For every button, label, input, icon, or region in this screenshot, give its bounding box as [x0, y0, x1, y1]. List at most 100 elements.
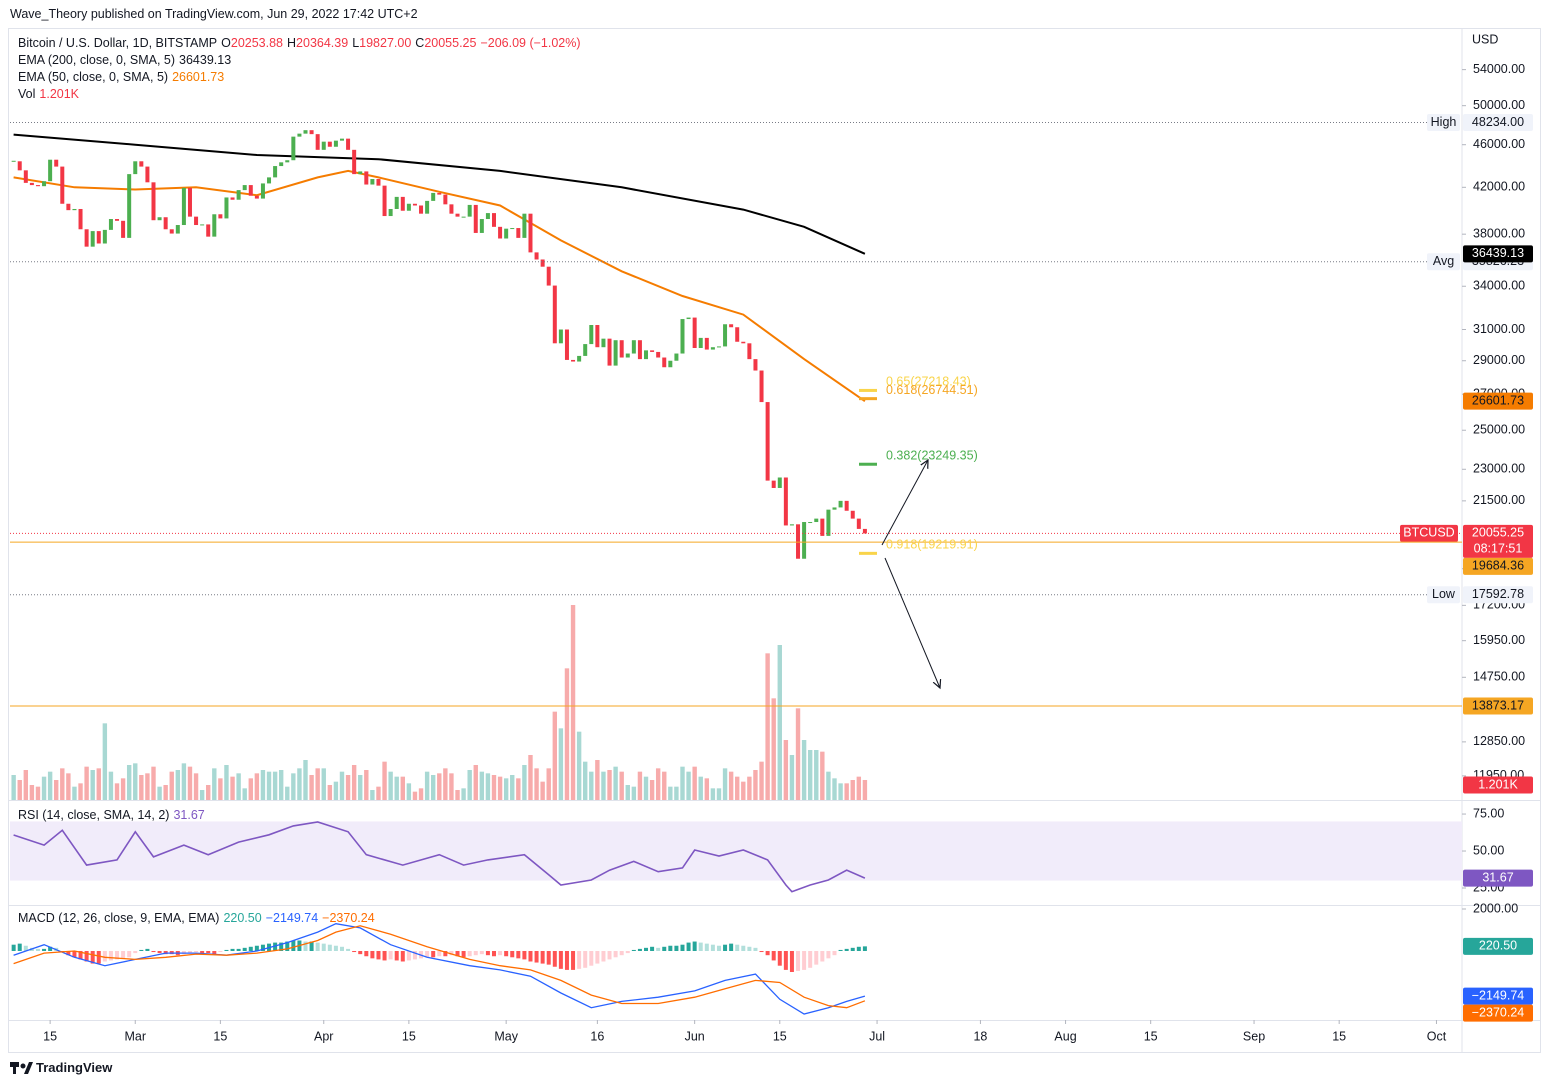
level-name: Low [1432, 587, 1456, 601]
candle [358, 171, 363, 175]
candle [668, 360, 673, 368]
fib-marker [859, 462, 877, 466]
candle [35, 185, 40, 187]
level-value: 48234.00 [1472, 115, 1524, 129]
volume-bar [728, 771, 734, 800]
macd-histogram-bar [279, 942, 284, 951]
macd-histogram-bar [656, 947, 661, 951]
macd-histogram-bar [510, 950, 515, 958]
volume-bar [327, 785, 333, 800]
volume-bar [522, 765, 527, 800]
macd-histogram-bar [48, 946, 53, 951]
rsi-value: 31.67 [1482, 870, 1513, 884]
macd-histogram-bar [90, 950, 95, 964]
candle [339, 138, 344, 141]
volume-bar [741, 781, 746, 800]
macd-histogram-bar [540, 950, 545, 964]
macd-histogram-bar [102, 950, 107, 962]
symbol: Bitcoin / U.S. Dollar, 1D, BITSTAMP [18, 36, 218, 50]
candle [285, 160, 290, 163]
volume-bar [248, 778, 253, 800]
horizontal-line-value-bg [1463, 697, 1533, 715]
candle [789, 524, 794, 526]
key: L [352, 36, 360, 50]
macd-histogram-bar [808, 950, 813, 968]
macd-histogram-bar [820, 950, 825, 962]
macd-histogram-bar [516, 950, 521, 959]
key: C [415, 36, 425, 50]
macd-histogram-bar [248, 946, 253, 951]
legend-ema50: EMA (50, close, 0, SMA, 5) 26601.73 [18, 70, 228, 84]
countdown: 08:17:51 [1474, 542, 1523, 556]
candle [595, 325, 600, 348]
candle [139, 161, 144, 167]
volume-bar [704, 778, 710, 800]
volume-bar [838, 783, 843, 800]
candle [406, 203, 411, 211]
volume-bar [534, 768, 539, 800]
volume-bar [84, 766, 89, 800]
macd-histogram-bar [674, 945, 679, 951]
candle [84, 229, 89, 247]
candle [108, 219, 113, 230]
candle [370, 179, 375, 185]
macd-histogram-bar [741, 945, 746, 951]
candle [254, 195, 259, 199]
volume-bar [826, 771, 831, 800]
volume-bar [589, 771, 594, 800]
macd-histogram-bar [285, 941, 290, 951]
macd-histogram-bar [206, 950, 211, 954]
ema50-line [13, 169, 866, 403]
horizontal-line-value: 19684.36 [1472, 559, 1524, 573]
x-tick-label: 15 [1332, 1029, 1346, 1043]
candle [273, 166, 278, 178]
macd-histogram-bar [370, 950, 375, 959]
volume-bar [151, 766, 156, 800]
macd-histogram-bar [571, 950, 576, 970]
volume-bar [278, 770, 284, 800]
x-tick-label: 15 [402, 1029, 416, 1043]
candle [66, 203, 71, 211]
candle [808, 522, 813, 524]
macd-histogram-bar [364, 950, 369, 957]
volume-bar [552, 711, 558, 800]
y-tick-label: 50.00 [1473, 843, 1504, 857]
volume-bar [187, 766, 193, 800]
x-tick-label: Jun [685, 1029, 705, 1043]
candle [11, 160, 16, 162]
volume-bar [126, 765, 132, 800]
candle [382, 185, 387, 217]
macd-histogram-bar [850, 947, 855, 951]
macd-histogram-bar [309, 941, 314, 951]
candle [777, 477, 782, 488]
signal-value-bg [1463, 1004, 1533, 1022]
volume-bar [546, 768, 551, 800]
volume-bar [285, 786, 290, 800]
macd-histogram-bar [862, 946, 867, 951]
last-price-bg [1463, 524, 1533, 558]
macd-histogram-bar [802, 950, 807, 970]
macd-histogram-bar [704, 943, 709, 951]
macd-histogram-bar [564, 950, 569, 970]
macd-value: −2149.74 [1472, 988, 1525, 1002]
macd-histogram-bar [358, 950, 363, 955]
macd-histogram-bar [236, 948, 241, 951]
macd-histogram-bar [339, 946, 344, 951]
level-value-bg [1463, 586, 1533, 604]
candle [771, 480, 776, 488]
volume-bar [856, 776, 862, 800]
volume-bar [133, 763, 138, 800]
macd-histogram-bar [42, 948, 47, 951]
macd-histogram-bar [394, 950, 399, 961]
macd-value-bg [1463, 987, 1533, 1005]
level-name-bg [1427, 586, 1460, 604]
candle [212, 214, 217, 237]
macd-histogram-bar [352, 950, 357, 953]
volume-bar [382, 761, 387, 800]
macd-histogram-bar [200, 950, 205, 954]
macd-histogram-bar [35, 948, 40, 951]
candle [814, 518, 819, 523]
volume-bar [437, 773, 442, 800]
candle [157, 217, 162, 221]
volume-bar [199, 790, 205, 800]
